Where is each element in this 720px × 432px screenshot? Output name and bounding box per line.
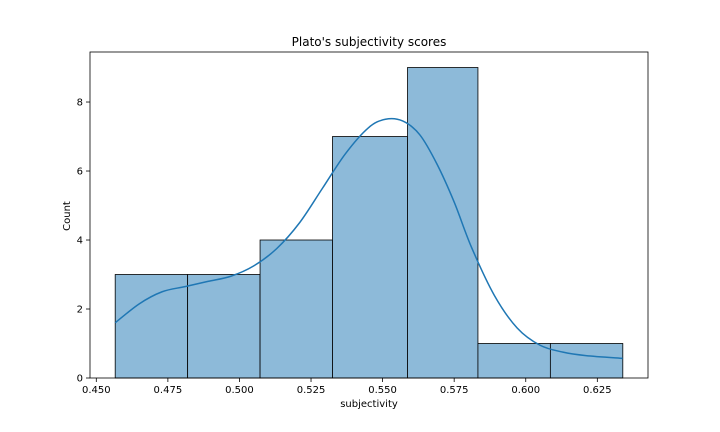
histogram-bar [477, 343, 551, 379]
plot-frame [89, 51, 649, 379]
histogram-bar [407, 67, 479, 379]
x-tick-label: 0.600 [511, 385, 540, 396]
x-tick-label: 0.525 [297, 385, 326, 396]
x-axis-label: subjectivity [340, 399, 398, 410]
x-tick-label: 0.475 [154, 385, 183, 396]
y-tick-label: 0 [77, 374, 83, 385]
histogram-bar [259, 239, 333, 379]
histogram-bar [187, 274, 261, 379]
x-tick-label: 0.625 [583, 385, 612, 396]
y-tick-label: 6 [77, 167, 83, 178]
y-axis-label: Count [62, 201, 73, 231]
bars-group [114, 67, 624, 379]
x-tick-label: 0.450 [82, 385, 111, 396]
x-tick-label: 0.575 [440, 385, 469, 396]
kde-curve [114, 117, 623, 360]
histogram-bar [549, 343, 624, 379]
y-tick-label: 2 [77, 305, 83, 316]
axes-group: 0.450 0.475 0.500 0.525 0.550 0.575 0.600 0.625… [77, 51, 649, 396]
x-tick-label: 0.500 [225, 385, 254, 396]
x-tick-label: 0.550 [368, 385, 397, 396]
chart-title: Plato's subjectivity scores [292, 35, 447, 49]
y-tick-label: 4 [77, 236, 83, 247]
histogram-bar [332, 136, 408, 379]
histogram-bar [114, 274, 189, 379]
y-tick-label: 8 [77, 98, 83, 109]
